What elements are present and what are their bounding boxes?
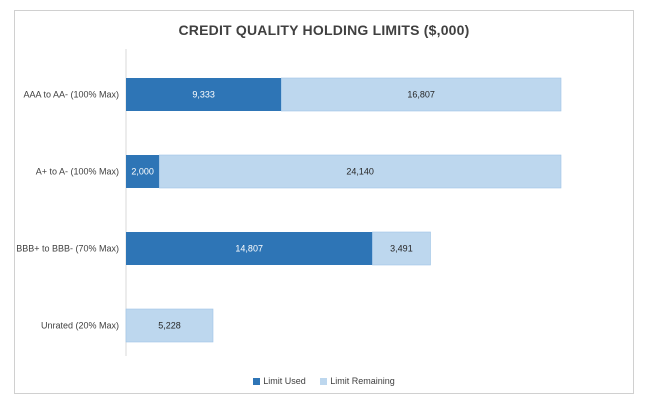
- category-label: BBB+ to BBB- (70% Max): [16, 244, 119, 254]
- category-label: A+ to A- (100% Max): [36, 167, 119, 177]
- data-label-limit-remaining: 3,491: [390, 244, 413, 254]
- bar-segment-limit-remaining: [125, 308, 214, 343]
- chart-title: CREDIT QUALITY HOLDING LIMITS ($,000): [178, 22, 470, 38]
- legend-item-limit-used: Limit Used: [253, 376, 306, 386]
- data-label-limit-remaining: 16,807: [407, 90, 435, 100]
- bar-segment-limit-used: [126, 78, 282, 111]
- data-label-limit-used: 2,000: [131, 167, 154, 177]
- chart-plot: AAA to AA- (100% Max) 9,333 16,807 A+ to A-…: [16, 49, 562, 356]
- data-label-limit-used: 9,333: [192, 90, 215, 100]
- legend-label-limit-used: Limit Used: [263, 376, 306, 386]
- chart-frame: CREDIT QUALITY HOLDING LIMITS ($,000) AA…: [14, 10, 634, 394]
- bar-segment-limit-remaining: [372, 231, 431, 266]
- category-label: AAA to AA- (100% Max): [23, 90, 119, 100]
- data-label-limit-remaining: 5,228: [158, 321, 181, 331]
- category-label: Unrated (20% Max): [41, 321, 119, 331]
- legend-item-limit-remaining: Limit Remaining: [320, 376, 395, 386]
- bar-segment-limit-used: [126, 232, 373, 265]
- legend-swatch-limit-remaining: [320, 377, 328, 385]
- bar-segment-limit-used: [126, 155, 160, 188]
- chart-legend: Limit Used Limit Remaining: [15, 376, 633, 387]
- bar-segment-limit-remaining: [158, 154, 562, 189]
- bar-segment-limit-remaining: [281, 77, 562, 112]
- legend-swatch-limit-used: [253, 377, 261, 385]
- legend-label-limit-remaining: Limit Remaining: [330, 376, 395, 386]
- data-label-limit-used: 14,807: [235, 244, 263, 254]
- data-label-limit-remaining: 24,140: [346, 167, 374, 177]
